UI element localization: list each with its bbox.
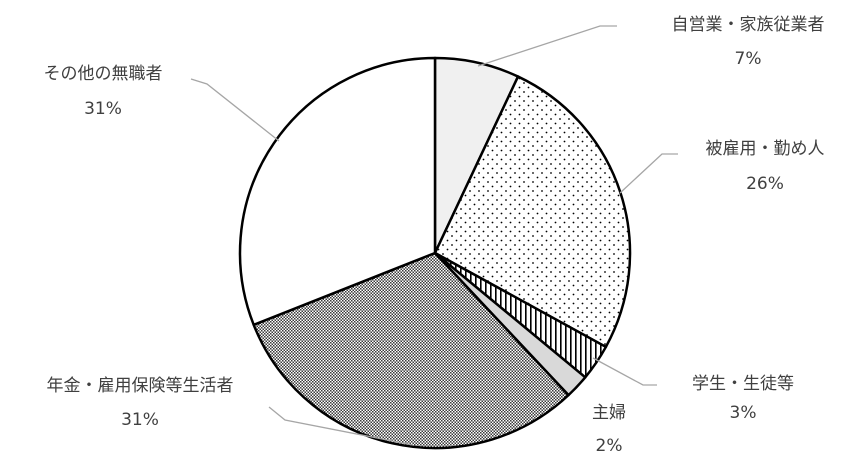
slice-value-1: 7% [735,49,762,69]
pie-slice-5 [252,251,570,450]
pie-slice-6 [238,56,437,327]
slice-value-6: 31% [84,99,122,119]
leader-line-3 [592,357,657,386]
slice-label-2: 被雇用・勤め人 [706,139,825,159]
leader-line-1 [477,25,617,67]
leader-line-6 [190,78,280,142]
slice-label-3: 学生・生徒等 [692,374,794,394]
slice-value-5: 31% [121,410,159,430]
slice-label-6: その他の無職者 [44,64,163,84]
slice-value-2: 26% [746,174,784,194]
leader-line-5 [268,406,414,446]
slice-value-4: 2% [596,436,623,456]
slice-label-1: 自営業・家族従業者 [672,15,825,35]
slice-label-4: 主婦 [592,403,626,423]
slice-value-3: 3% [730,403,757,423]
leader-line-2 [619,153,678,194]
slice-label-5: 年金・雇用保険等生活者 [47,376,234,396]
